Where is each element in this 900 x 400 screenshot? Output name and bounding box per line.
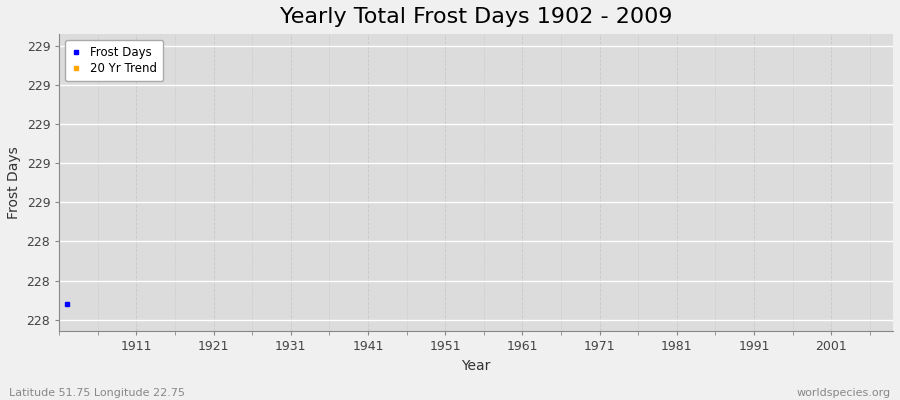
Legend: Frost Days, 20 Yr Trend: Frost Days, 20 Yr Trend	[65, 40, 163, 81]
Text: worldspecies.org: worldspecies.org	[796, 388, 891, 398]
X-axis label: Year: Year	[462, 359, 490, 373]
Y-axis label: Frost Days: Frost Days	[7, 146, 21, 219]
Title: Yearly Total Frost Days 1902 - 2009: Yearly Total Frost Days 1902 - 2009	[280, 7, 672, 27]
Text: Latitude 51.75 Longitude 22.75: Latitude 51.75 Longitude 22.75	[9, 388, 185, 398]
